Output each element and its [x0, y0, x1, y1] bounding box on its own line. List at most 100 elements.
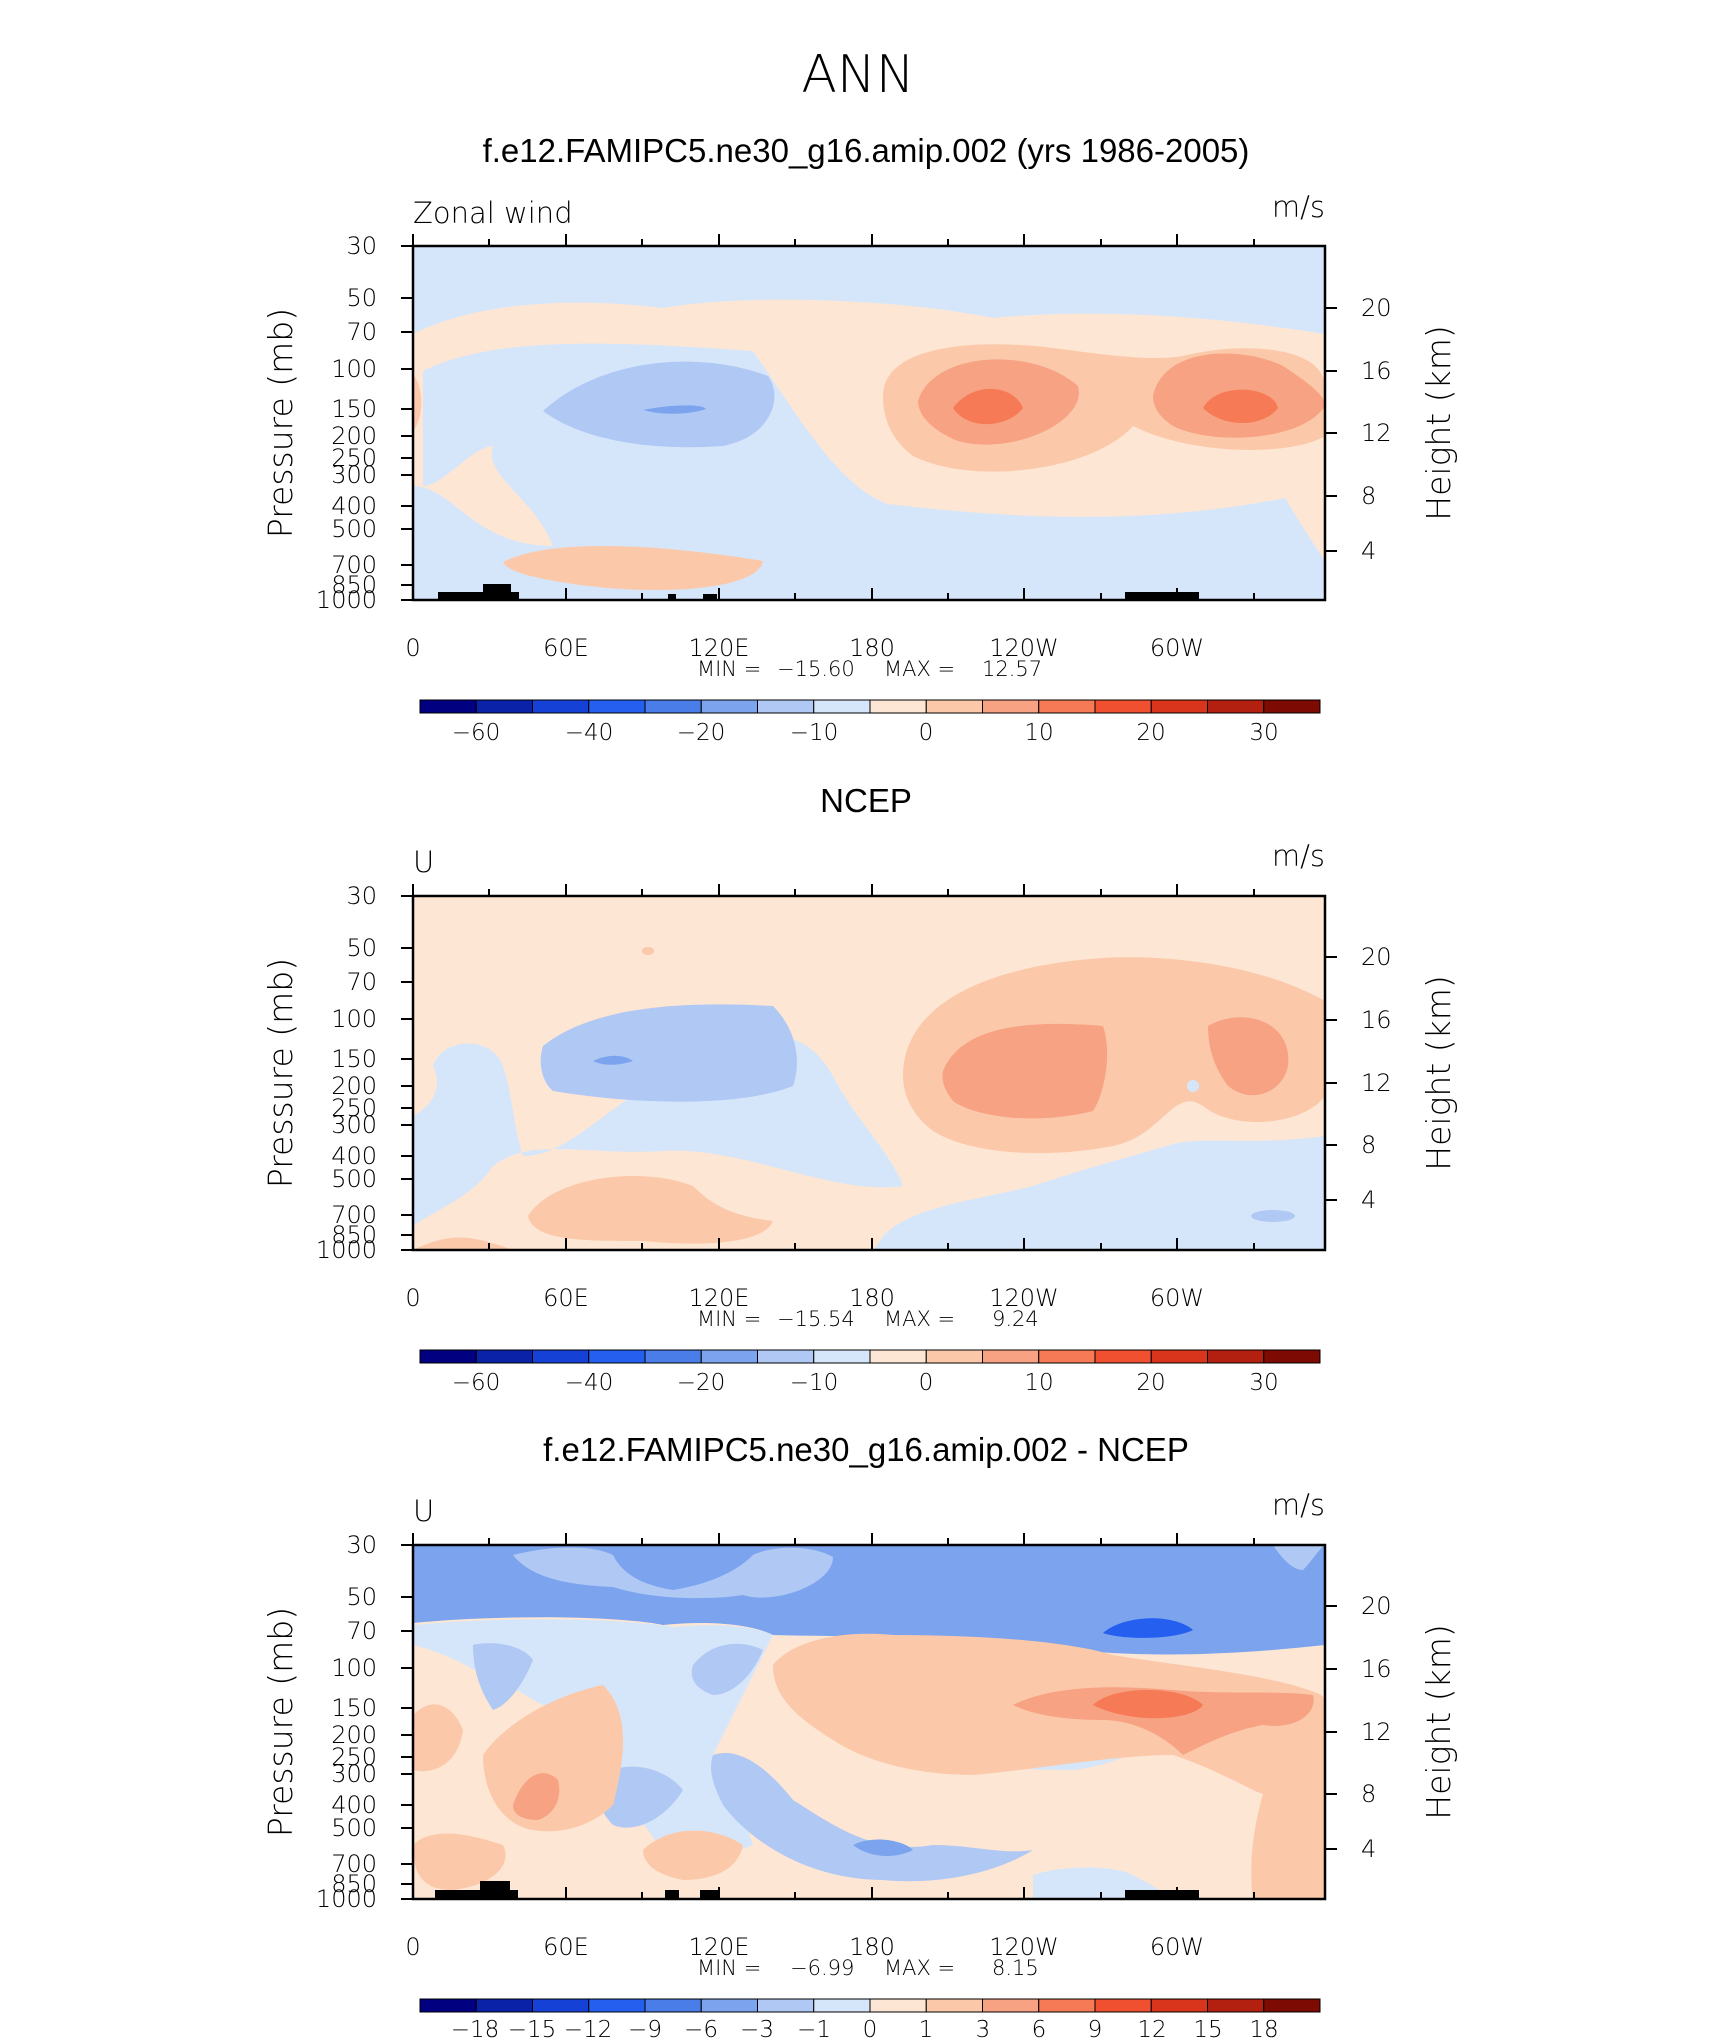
colorbar-swatch — [475, 1349, 533, 1364]
y-right-tick-label: 4 — [1361, 537, 1376, 565]
y-right-tick-labels: 20 16 12 8 4 — [1361, 943, 1392, 1214]
y-axis-label: Pressure (mb) — [261, 308, 300, 538]
colorbar-swatch — [700, 1998, 758, 2013]
y-tick-label: 400 — [331, 1791, 377, 1819]
colorbar-swatch — [475, 1998, 533, 2013]
x-tick-marks — [412, 234, 1255, 600]
colorbar-swatch — [1263, 699, 1321, 714]
colorbar-labels: −60 −40 −20 −10 0 10 20 30 — [452, 720, 1279, 746]
colorbar-swatch — [1207, 699, 1265, 714]
colorbar-label: −6 — [684, 2017, 718, 2038]
colorbar — [419, 1349, 1321, 1364]
colorbar-swatch — [869, 1998, 927, 2013]
contour-level — [413, 374, 422, 431]
y-tick-label: 200 — [331, 1721, 377, 1749]
colorbar-swatch — [925, 1349, 983, 1364]
max-label: MAX = — [884, 657, 955, 681]
contour-level — [643, 405, 706, 414]
colorbar-swatch — [588, 1998, 646, 2013]
contour-level — [413, 1545, 1325, 1655]
min-value: −15.54 — [777, 1307, 855, 1331]
x-tick-label: 120E — [689, 1933, 750, 1961]
colorbar-labels: −18 −15 −12 −9 −6 −3 −1 0 1 3 6 9 12 15 … — [451, 2017, 1279, 2038]
y-tick-label: 400 — [331, 492, 377, 520]
contour-level — [1251, 1761, 1325, 1899]
max-value: 12.57 — [982, 657, 1042, 681]
colorbar-swatch — [532, 1349, 590, 1364]
contour-field — [413, 246, 1325, 600]
colorbar-swatch — [813, 1349, 871, 1364]
plot-frame — [411, 244, 1327, 602]
contour-level — [1013, 1687, 1314, 1755]
y-right-axis-label: Height (km) — [1419, 975, 1458, 1170]
y-right-axis-label: Height (km) — [1419, 325, 1458, 520]
y-tick-label: 1000 — [316, 1236, 377, 1264]
colorbar-swatch — [1094, 1998, 1152, 2013]
units-label: m/s — [1272, 1488, 1325, 1522]
x-tick-label: 120W — [989, 634, 1059, 662]
y-tick-labels: 30 50 70 100 150 200 250 300 400 500 700… — [316, 882, 377, 1264]
max-label: MAX = — [884, 1307, 955, 1331]
colorbar — [419, 699, 1321, 714]
colorbar-swatch — [1263, 1998, 1321, 2013]
colorbar-labels: −60 −40 −20 −10 0 10 20 30 — [452, 1370, 1279, 1396]
y-tick-label: 70 — [346, 318, 377, 346]
units-label: m/s — [1272, 839, 1325, 873]
x-tick-labels: 0 60E 120E 180 120W 60W — [405, 1933, 1204, 1961]
colorbar-swatch — [1094, 699, 1152, 714]
colorbar-swatch — [419, 1349, 477, 1364]
contour-level — [1187, 1080, 1199, 1092]
colorbar-swatch — [532, 1998, 590, 2013]
y-right-tick-label: 16 — [1361, 357, 1392, 385]
contour-level — [711, 1753, 1033, 1882]
y-tick-label: 850 — [331, 1221, 377, 1249]
contour-level — [691, 1643, 763, 1695]
contour-level — [413, 246, 1325, 334]
contour-level — [853, 1839, 913, 1857]
y-tick-label: 30 — [346, 1531, 377, 1559]
y-right-tick-label: 4 — [1361, 1186, 1376, 1214]
y-right-tick-label: 16 — [1361, 1006, 1392, 1034]
y-right-tick-label: 8 — [1361, 482, 1376, 510]
y-tick-marks — [401, 895, 1337, 1251]
x-tick-label: 180 — [849, 1933, 895, 1961]
panel-difference: f.e12.FAMIPC5.ne30_g16.amip.002 - NCEP U… — [261, 1431, 1458, 2038]
y-tick-label: 400 — [331, 1142, 377, 1170]
contour-level — [543, 361, 775, 448]
contour-level — [953, 388, 1023, 425]
units-label: m/s — [1272, 190, 1325, 224]
panel-title: f.e12.FAMIPC5.ne30_g16.amip.002 (yrs 198… — [483, 132, 1250, 169]
y-tick-label: 500 — [331, 1165, 377, 1193]
colorbar-swatch — [1263, 1349, 1321, 1364]
variable-label: U — [413, 1494, 434, 1528]
colorbar-swatch — [982, 699, 1040, 714]
contour-level — [1208, 1017, 1289, 1096]
y-right-tick-label: 12 — [1361, 419, 1392, 447]
panel-model: f.e12.FAMIPC5.ne30_g16.amip.002 (yrs 198… — [261, 132, 1458, 746]
x-tick-label: 60W — [1150, 1284, 1204, 1312]
colorbar-label: −15 — [508, 2017, 557, 2038]
topography — [435, 1881, 1199, 1899]
colorbar-swatch — [982, 1349, 1040, 1364]
y-right-tick-label: 4 — [1361, 1835, 1376, 1863]
colorbar-label: 30 — [1249, 1370, 1278, 1396]
y-tick-label: 1000 — [316, 586, 377, 614]
x-tick-label: 0 — [405, 1284, 420, 1312]
y-tick-label: 30 — [346, 882, 377, 910]
colorbar-swatch — [757, 1998, 815, 2013]
colorbar-swatch — [1150, 1349, 1208, 1364]
min-label: MIN = — [697, 1307, 761, 1331]
contour-level — [1103, 1618, 1193, 1638]
x-tick-label: 60E — [543, 1933, 589, 1961]
x-tick-labels: 0 60E 120E 180 120W 60W — [405, 1284, 1204, 1312]
contour-level — [540, 1004, 797, 1102]
x-tick-label: 120W — [989, 1933, 1059, 1961]
contour-level — [413, 1833, 506, 1890]
y-right-tick-label: 12 — [1361, 1069, 1392, 1097]
panel-title: NCEP — [820, 782, 912, 819]
contour-level — [413, 1704, 463, 1772]
colorbar-swatch — [1038, 1998, 1096, 2013]
y-tick-label: 50 — [346, 1583, 377, 1611]
y-tick-label: 1000 — [316, 1885, 377, 1913]
colorbar-swatch — [813, 699, 871, 714]
